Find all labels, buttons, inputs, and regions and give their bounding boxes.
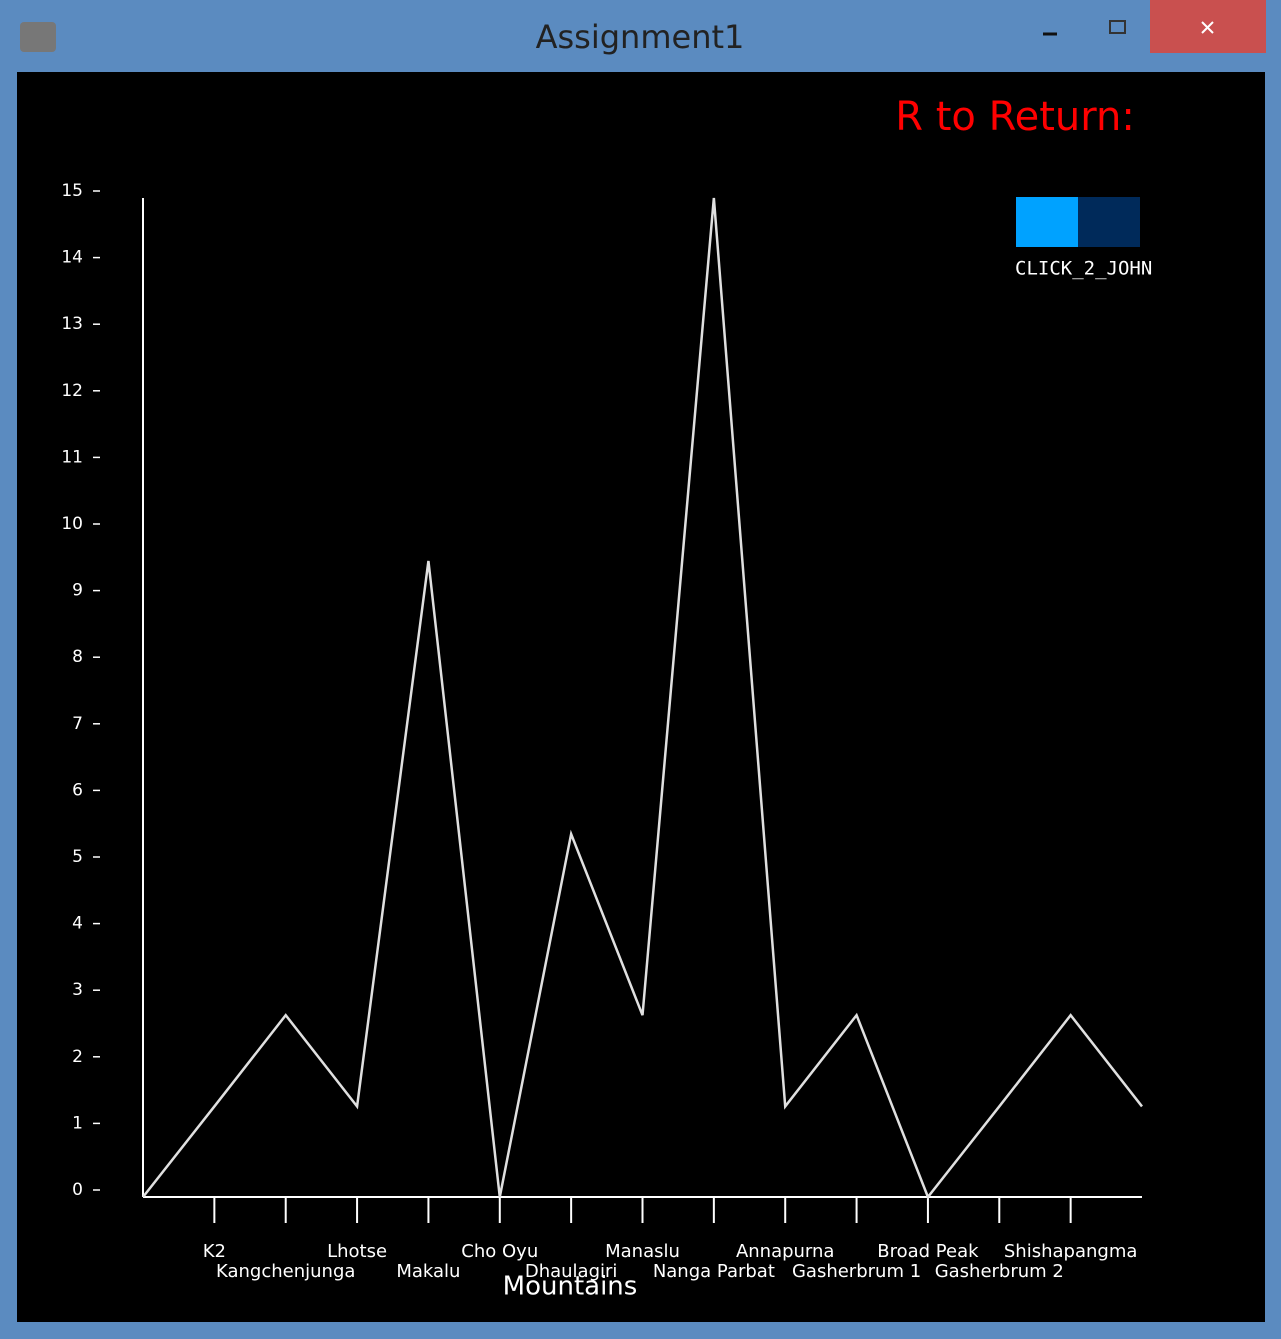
x-tick-label: Lhotse: [327, 1241, 387, 1262]
data-line: [142, 197, 1143, 1200]
x-tick-label: Manaslu: [605, 1241, 680, 1262]
x-tick-label: Kangchenjunga: [216, 1261, 355, 1282]
y-tick-label: 14: [61, 248, 83, 268]
x-tick-label: Gasherbrum 1: [792, 1261, 921, 1282]
y-tick-label: 13: [61, 314, 83, 334]
y-tick-label: 4: [72, 914, 83, 934]
y-tick-label: 11: [61, 447, 83, 467]
x-tick-label: K2: [203, 1241, 226, 1262]
y-tick-label: 6: [72, 780, 83, 800]
maximize-button[interactable]: [1109, 20, 1126, 34]
x-tick-label: Dhaulagiri: [525, 1261, 618, 1282]
x-tick-label: Nanga Parbat: [653, 1261, 775, 1282]
window-title: Assignment1: [536, 18, 745, 56]
y-tick-label: 10: [61, 514, 83, 534]
y-tick-label: 15: [61, 181, 83, 201]
app-icon: [20, 22, 56, 52]
return-hint: R to Return:: [895, 94, 1135, 140]
x-tick-label: Gasherbrum 2: [935, 1261, 1064, 1282]
y-tick-label: 2: [72, 1047, 83, 1067]
button-swatch: [1078, 197, 1140, 247]
x-tick-label: Broad Peak: [877, 1241, 979, 1262]
button-label: CLICK_2_JOHN: [1015, 258, 1152, 280]
button-swatch: [1016, 197, 1078, 247]
john-button[interactable]: CLICK_2_JOHN: [1015, 197, 1152, 280]
y-tick-label: 0: [72, 1180, 83, 1200]
x-tick-label: Makalu: [396, 1261, 460, 1282]
x-axis-label: Mountains: [503, 1272, 638, 1302]
canvas: [17, 72, 1265, 1322]
x-tick-label: Shishapangma: [1004, 1241, 1138, 1262]
y-tick-label: 8: [72, 647, 83, 667]
x-tick-label: Annapurna: [736, 1241, 835, 1262]
close-button[interactable]: [1150, 0, 1266, 53]
y-tick-label: 5: [72, 847, 83, 867]
y-tick-label: 1: [72, 1113, 83, 1133]
x-tick-label: Cho Oyu: [461, 1241, 538, 1262]
y-tick-label: 3: [72, 980, 83, 1000]
y-tick-label: 9: [72, 581, 83, 601]
y-tick-label: 7: [72, 714, 83, 734]
close-icon: [1201, 21, 1214, 34]
y-tick-label: 12: [61, 381, 83, 401]
